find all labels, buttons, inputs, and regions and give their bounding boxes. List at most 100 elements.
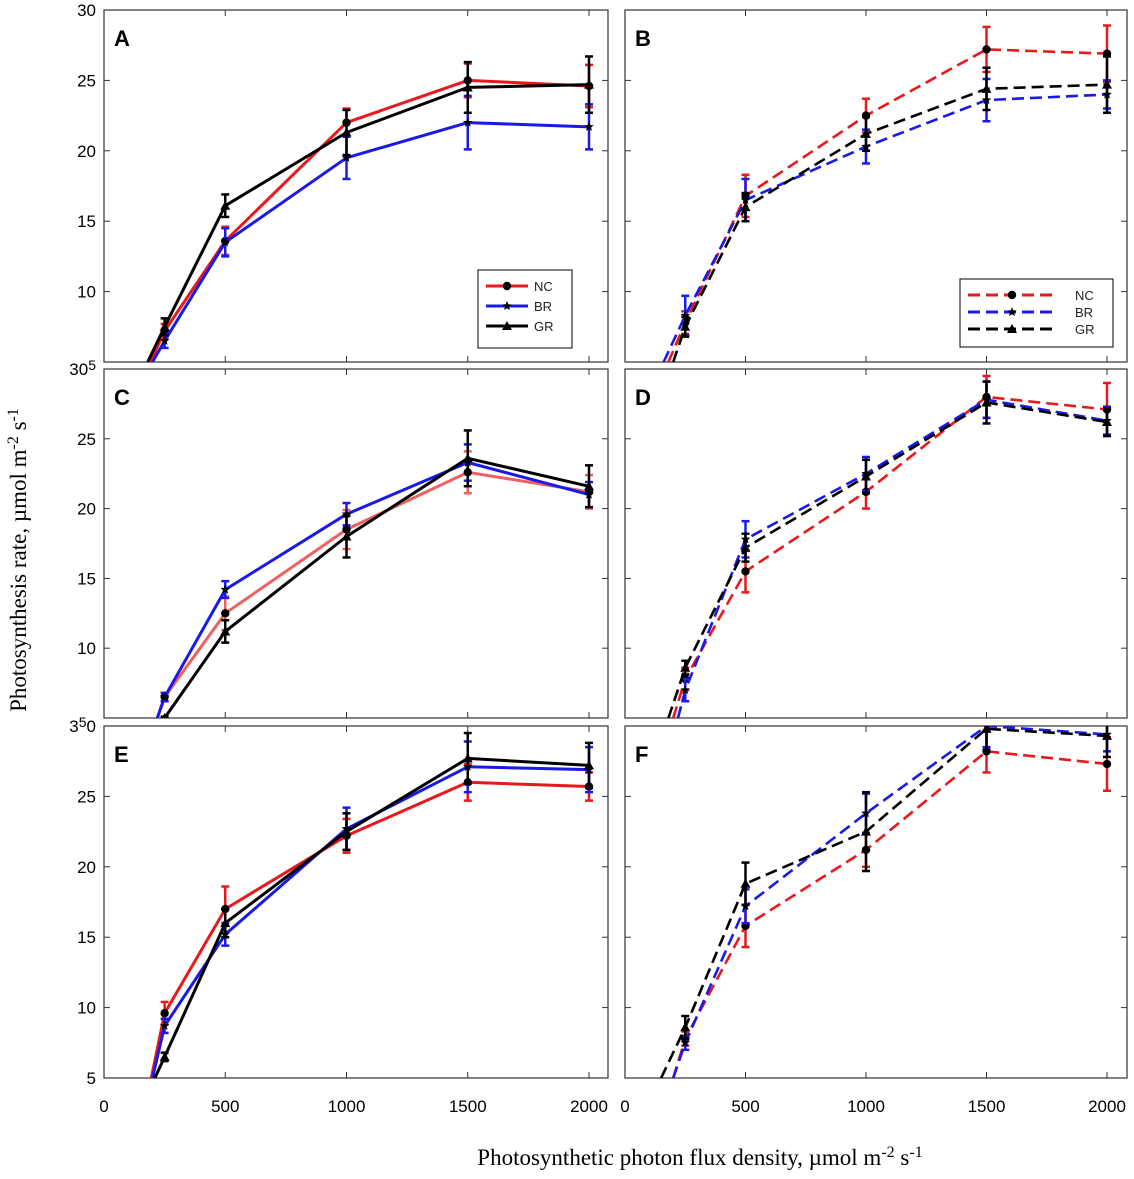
- legend-marker-gr: [1007, 324, 1017, 333]
- x-tick-label: 500: [731, 1097, 759, 1116]
- data-point-gr: [861, 471, 871, 481]
- panel-a-frame: [103, 9, 609, 363]
- panel-label-c: C: [114, 385, 130, 410]
- y-tick-label: 15: [77, 928, 96, 947]
- data-point-gr: [220, 626, 231, 636]
- legend-label-gr: GR: [534, 319, 554, 334]
- panel-e-frame: [103, 725, 609, 1079]
- series-line-nc: [671, 749, 1108, 1078]
- data-point-gr: [740, 878, 751, 888]
- legend-label-br: BR: [1075, 305, 1093, 320]
- panel-b-plot: [662, 24, 1112, 362]
- data-point-gr: [861, 826, 871, 836]
- panel-a: 10 15 20 25 30 A NC BR GR: [77, 1, 609, 363]
- panel-d-frame: [624, 368, 1128, 719]
- data-point-gr: [161, 713, 168, 718]
- series-line-br: [662, 93, 1108, 362]
- x-tick-label: 1000: [328, 1097, 366, 1116]
- y-tick-label: 20: [77, 500, 96, 519]
- y-tick-label: 10: [77, 639, 96, 658]
- data-point-br: [463, 117, 473, 127]
- panel-c-frame: [103, 368, 609, 719]
- series-line-gr: [659, 727, 1108, 1078]
- data-point-gr: [680, 1022, 691, 1032]
- series-line-br: [671, 726, 1108, 1078]
- panel-c: 10 15 20 25 305 C: [69, 357, 609, 719]
- panel-c-plot: [155, 429, 594, 718]
- panel-b-frame: [624, 9, 1128, 363]
- data-point-gr: [584, 79, 594, 89]
- series-line-nc: [149, 780, 590, 1078]
- series-line-br: [151, 121, 590, 362]
- panel-label-a: A: [114, 26, 130, 51]
- panel-f-plot: [659, 726, 1112, 1078]
- data-point-gr: [341, 826, 352, 836]
- data-point-br: [220, 584, 230, 594]
- series-line-br: [676, 398, 1108, 718]
- data-point-gr: [341, 127, 352, 137]
- data-point-gr: [981, 397, 992, 407]
- data-point-gr: [220, 918, 231, 928]
- series-line-nc: [671, 395, 1108, 718]
- data-point-gr: [462, 753, 473, 763]
- legend-box: [477, 269, 573, 349]
- data-point-br: [584, 121, 594, 131]
- legend-label-br: BR: [534, 299, 552, 314]
- data-point-nc: [741, 567, 750, 576]
- series-line-gr: [667, 401, 1108, 718]
- legend-marker-nc: [1007, 290, 1017, 300]
- y-tick-label: 15: [77, 212, 96, 231]
- y-tick-label: 20: [77, 858, 96, 877]
- x-tick-label: 2000: [1088, 1097, 1126, 1116]
- data-point-gr: [462, 453, 473, 463]
- x-axis-label: Photosynthetic photon flux density, µmol…: [477, 1144, 922, 1170]
- data-point-gr: [680, 321, 691, 331]
- panel-b: B NC BR GR: [624, 9, 1128, 363]
- data-point-gr: [584, 481, 594, 491]
- panel-label-b: B: [635, 26, 651, 51]
- series-line-nc: [667, 48, 1108, 362]
- panel-d: D: [624, 368, 1128, 719]
- data-point-gr: [861, 128, 871, 138]
- x-tick-label: 500: [211, 1097, 239, 1116]
- y-tick-label: 25: [77, 430, 96, 449]
- x-tick-label: 2000: [570, 1097, 608, 1116]
- legend-marker-br: [1007, 307, 1017, 316]
- series-line-br: [151, 765, 590, 1078]
- data-point-gr: [1102, 730, 1112, 740]
- data-point-gr: [680, 662, 691, 672]
- data-point-nc: [1102, 759, 1112, 769]
- panel-d-plot: [667, 374, 1112, 718]
- y-tick-label: 25: [77, 71, 96, 90]
- data-point-gr: [981, 726, 992, 733]
- legend-box: [959, 278, 1114, 348]
- data-point-gr: [981, 83, 992, 93]
- data-point-gr: [462, 82, 473, 92]
- panel-e: 5 10 15 20 25 350 0 500 1000 1500 2000 E: [69, 714, 609, 1116]
- series-line-gr: [671, 83, 1108, 362]
- panel-a-plot: [146, 55, 594, 362]
- legend-a: NC BR GR: [477, 269, 573, 349]
- data-point-nc: [982, 45, 991, 54]
- y-tick-label: 10: [77, 283, 96, 302]
- y-tick-label: 15: [77, 569, 96, 588]
- y-tick-label: 25: [77, 787, 96, 806]
- data-point-br: [341, 152, 352, 162]
- data-point-gr: [740, 542, 751, 552]
- data-point-gr: [341, 531, 352, 541]
- panel-e-plot: [149, 731, 594, 1078]
- y-axis-label: Photosynthesis rate, µmol m-2 s-1: [5, 408, 31, 712]
- data-point-br: [341, 509, 352, 519]
- panel-label-f: F: [635, 742, 648, 767]
- data-point-nc: [160, 1009, 169, 1018]
- x-tick-label: 0: [620, 1097, 629, 1116]
- y-tick-label: 20: [77, 142, 96, 161]
- data-point-br: [159, 692, 170, 702]
- x-tick-label: 1000: [847, 1097, 885, 1116]
- data-point-br: [680, 1037, 690, 1047]
- panel-f: 0 500 1000 1500 2000 F: [620, 725, 1128, 1116]
- series-line-br: [155, 461, 590, 718]
- series-line-gr: [146, 83, 590, 362]
- panel-f-frame: [624, 725, 1128, 1079]
- data-point-br: [159, 1020, 170, 1030]
